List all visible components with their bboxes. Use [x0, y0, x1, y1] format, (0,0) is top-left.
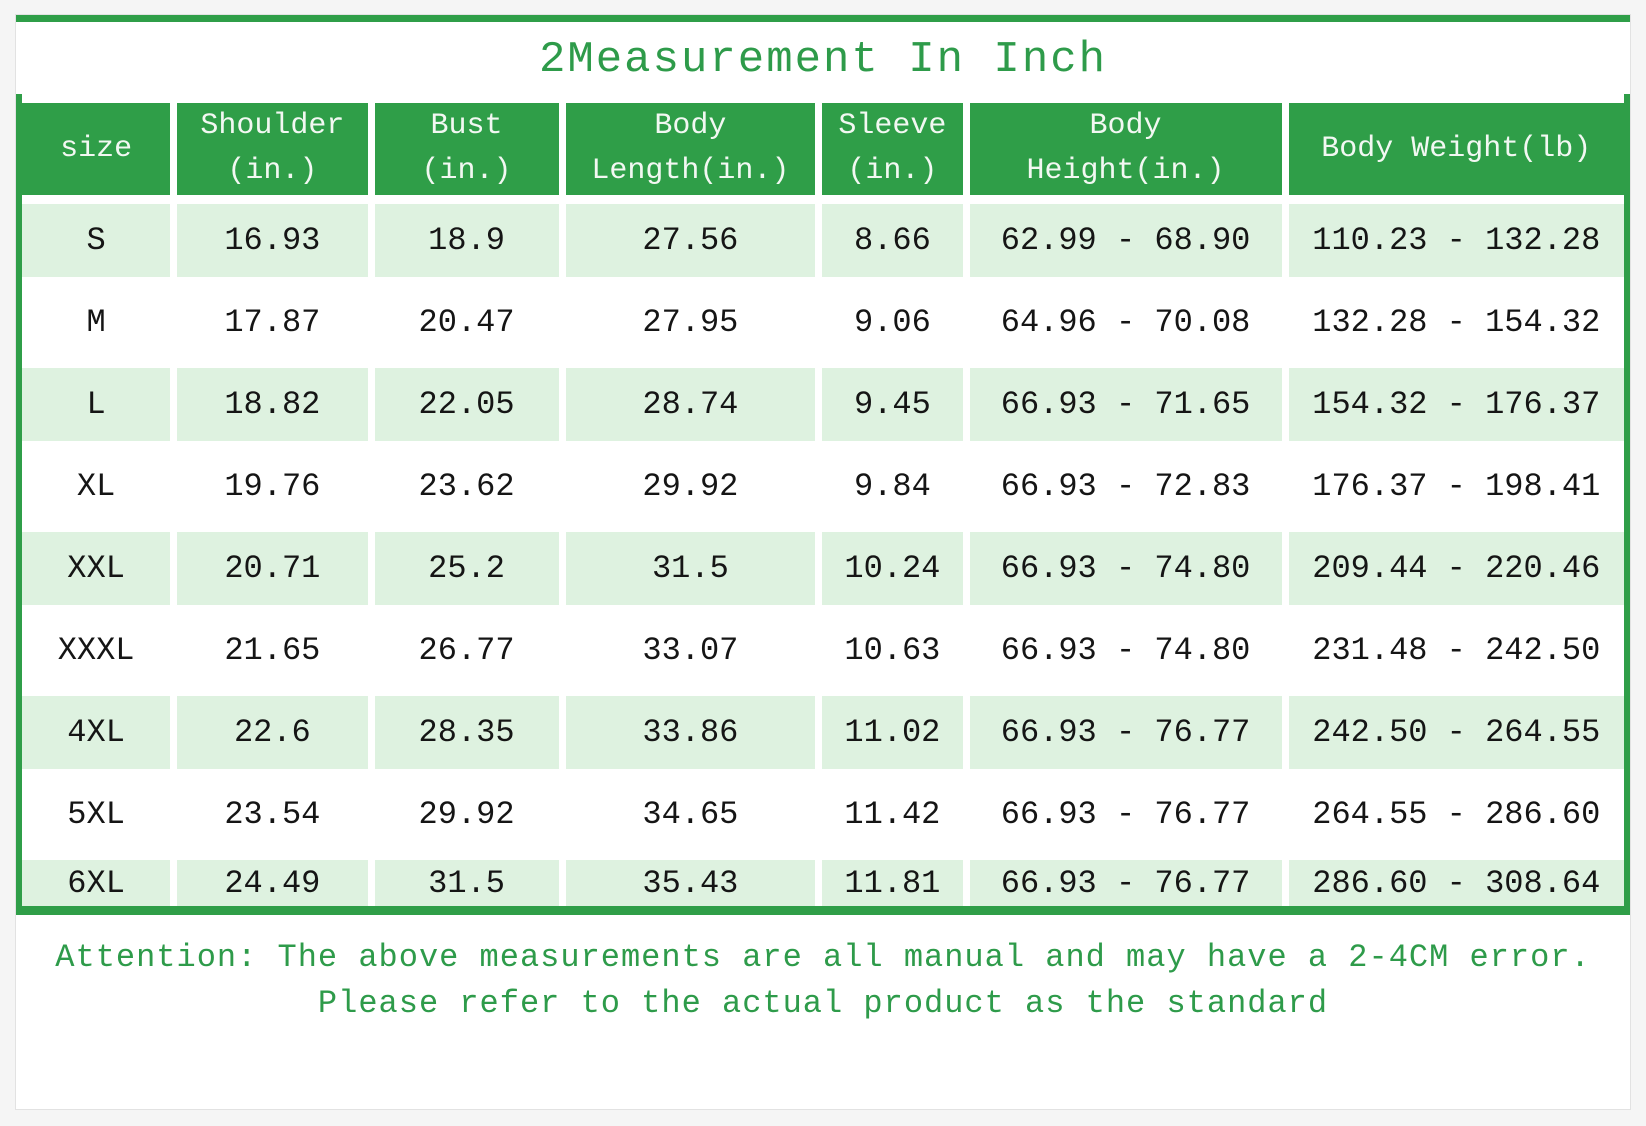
measurement-cell: 66.93 - 76.77 — [969, 696, 1282, 769]
measurement-cell: 17.87 — [224, 304, 321, 341]
column-header: Sleeve (in.) — [822, 103, 963, 195]
measurement-cell: 66.93 - 74.80 — [1000, 632, 1251, 669]
column-header: Body Weight(lb) — [1288, 103, 1624, 195]
measurement-cell: 231.48 - 242.50 — [1312, 632, 1601, 669]
measurement-cell: 264.55 - 286.60 — [1312, 796, 1601, 833]
measurement-cell: 66.93 - 72.83 — [1000, 468, 1251, 505]
measurement-cell: 154.32 - 176.37 — [1288, 368, 1624, 441]
measurement-cell: 11.42 — [844, 796, 941, 833]
size-label-cell: 6XL — [22, 860, 171, 906]
measurement-cell: 66.93 - 76.77 — [1000, 796, 1251, 833]
measurement-cell: 22.05 — [374, 368, 559, 441]
measurement-cell: 27.56 — [565, 204, 816, 277]
measurement-cell: 23.62 — [418, 468, 515, 505]
measurement-cell: 22.6 — [177, 696, 368, 769]
measurement-cell: 9.06 — [853, 304, 931, 341]
measurement-cell: 11.81 — [822, 860, 963, 906]
size-measurement-table: size Shoulder (in.) Bust (in.) Body Length(… — [22, 94, 1624, 906]
column-header: Shoulder (in.) — [177, 103, 368, 195]
measurement-cell: 23.54 — [224, 796, 321, 833]
table-row: XXL 20.71 25.2 31.5 10.24 66.93 - 74.80 209.44… — [22, 532, 1624, 605]
measurement-cell: 28.74 — [565, 368, 816, 441]
table-row: S 16.93 18.9 27.56 8.66 62.99 - 68.90 110.23 -… — [22, 204, 1624, 277]
column-header: Bust (in.) — [374, 103, 559, 195]
size-label-cell: L — [22, 368, 171, 441]
measurement-cell: 9.45 — [822, 368, 963, 441]
measurement-cell: 10.24 — [822, 532, 963, 605]
measurement-cell: 9.84 — [853, 468, 931, 505]
table-row: 5XL 23.54 29.92 34.65 11.42 66.93 - 76.77 264.… — [22, 778, 1624, 851]
table-row: M 17.87 20.47 27.95 9.06 64.96 - 70.08 132.28 … — [22, 286, 1624, 359]
measurement-cell: 16.93 — [177, 204, 368, 277]
measurement-cell: 18.9 — [374, 204, 559, 277]
table-frame: 2Measurement In Inch size Shoulder (in.) B… — [16, 15, 1630, 915]
page-title: 2Measurement In Inch — [538, 35, 1108, 85]
size-label-cell: S — [22, 204, 171, 277]
header-row: size Shoulder (in.) Bust (in.) Body Length(… — [22, 103, 1624, 195]
measurement-cell: 62.99 - 68.90 — [969, 204, 1282, 277]
measurement-cell: 11.02 — [822, 696, 963, 769]
column-header: Body Length(in.) — [565, 103, 816, 195]
measurement-cell: 66.93 - 76.77 — [969, 860, 1282, 906]
measurement-cell: 21.65 — [224, 632, 321, 669]
measurement-cell: 19.76 — [224, 468, 321, 505]
measurement-cell: 286.60 - 308.64 — [1288, 860, 1624, 906]
measurement-cell: 209.44 - 220.46 — [1288, 532, 1624, 605]
measurement-cell: 20.71 — [177, 532, 368, 605]
size-label-cell: 4XL — [22, 696, 171, 769]
measurement-cell: 29.92 — [642, 468, 739, 505]
measurement-cell: 242.50 - 264.55 — [1288, 696, 1624, 769]
measurement-cell: 64.96 - 70.08 — [1000, 304, 1251, 341]
column-header: size — [22, 103, 171, 195]
measurement-cell: 31.5 — [565, 532, 816, 605]
measurement-cell: 132.28 - 154.32 — [1312, 304, 1601, 341]
table-border-wrap: size Shoulder (in.) Bust (in.) Body Length(… — [16, 94, 1630, 915]
size-label-cell: XL — [76, 468, 116, 505]
size-label-cell: XXXL — [57, 632, 135, 669]
table-row: 4XL 22.6 28.35 33.86 11.02 66.93 - 76.77 242.5… — [22, 696, 1624, 769]
column-header: Body Height(in.) — [969, 103, 1282, 195]
measurement-cell: 66.93 - 74.80 — [969, 532, 1282, 605]
size-chart-panel: 2Measurement In Inch size Shoulder (in.) B… — [15, 14, 1631, 1110]
measurement-cell: 27.95 — [642, 304, 739, 341]
table-row: XXXL 21.65 26.77 33.07 10.63 66.93 - 74.80 231… — [22, 614, 1624, 687]
measurement-cell: 35.43 — [565, 860, 816, 906]
measurement-cell: 34.65 — [642, 796, 739, 833]
measurement-cell: 29.92 — [418, 796, 515, 833]
measurement-cell: 26.77 — [418, 632, 515, 669]
size-label-cell: XXL — [22, 532, 171, 605]
attention-note: Attention: The above measurements are al… — [16, 915, 1630, 1109]
table-row: L 18.82 22.05 28.74 9.45 66.93 - 71.65 154.32 … — [22, 368, 1624, 441]
attention-note-line1: Attention: The above measurements are al… — [55, 939, 1591, 976]
measurement-cell: 33.07 — [642, 632, 739, 669]
measurement-cell: 176.37 - 198.41 — [1312, 468, 1601, 505]
measurement-cell: 8.66 — [822, 204, 963, 277]
size-label-cell: M — [86, 304, 106, 341]
measurement-cell: 28.35 — [374, 696, 559, 769]
measurement-cell: 24.49 — [177, 860, 368, 906]
measurement-cell: 20.47 — [418, 304, 515, 341]
table-row: XL 19.76 23.62 29.92 9.84 66.93 - 72.83 176.37… — [22, 450, 1624, 523]
attention-note-line2: Please refer to the actual product as th… — [317, 985, 1329, 1023]
size-label-cell: 5XL — [67, 796, 125, 833]
measurement-cell: 110.23 - 132.28 — [1288, 204, 1624, 277]
table-row: 6XL 24.49 31.5 35.43 11.81 66.93 - 76.77 286.6… — [22, 860, 1624, 906]
measurement-cell: 10.63 — [844, 632, 941, 669]
measurement-cell: 25.2 — [374, 532, 559, 605]
measurement-cell: 31.5 — [374, 860, 559, 906]
measurement-cell: 18.82 — [177, 368, 368, 441]
measurement-cell: 66.93 - 71.65 — [969, 368, 1282, 441]
measurement-cell: 33.86 — [565, 696, 816, 769]
